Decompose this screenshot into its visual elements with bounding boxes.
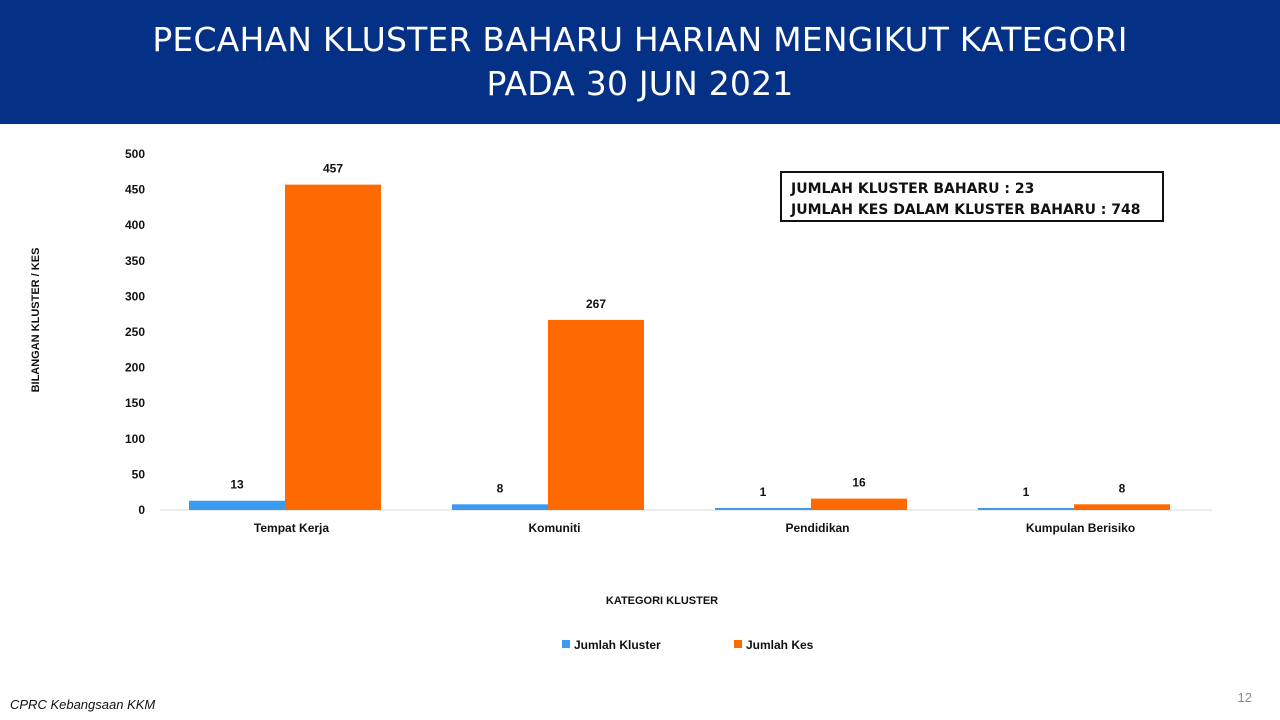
bar-jumlah-kluster <box>452 504 548 510</box>
y-tick-label: 200 <box>125 361 145 375</box>
summary-total-clusters: JUMLAH KLUSTER BAHARU : 23 <box>791 181 1035 197</box>
bar-jumlah-kes <box>1074 504 1170 510</box>
y-tick-label: 400 <box>125 218 145 232</box>
legend-label-jumlah-kes: Jumlah Kes <box>746 638 814 652</box>
y-tick-label: 300 <box>125 289 145 303</box>
y-tick-label: 100 <box>125 432 145 446</box>
y-tick-label: 150 <box>125 396 145 410</box>
bar-jumlah-kes <box>548 319 644 510</box>
title-banner: PECAHAN KLUSTER BAHARU HARIAN MENGIKUT K… <box>0 0 1280 124</box>
bar-jumlah-kluster <box>189 500 285 510</box>
bar-jumlah-kluster <box>715 508 811 510</box>
bar-jumlah-kluster <box>978 508 1074 510</box>
category-label: Komuniti <box>529 521 581 535</box>
legend-swatch-jumlah-kes <box>734 640 742 648</box>
y-tick-label: 350 <box>125 254 145 268</box>
category-label: Pendidikan <box>785 521 849 535</box>
y-tick-label: 50 <box>132 467 146 481</box>
bar-jumlah-kes <box>285 184 381 510</box>
title-line-1: PECAHAN KLUSTER BAHARU HARIAN MENGIKUT K… <box>152 20 1128 59</box>
legend-swatch-jumlah-kluster <box>562 640 570 648</box>
category-label: Tempat Kerja <box>254 521 329 535</box>
y-tick-label: 250 <box>125 325 145 339</box>
data-label: 13 <box>230 478 244 492</box>
x-axis-title: KATEGORI KLUSTER <box>606 595 718 607</box>
y-tick-label: 500 <box>125 147 145 161</box>
summary-box: JUMLAH KLUSTER BAHARU : 23 JUMLAH KES DA… <box>780 171 1164 222</box>
data-label: 457 <box>323 162 343 176</box>
data-label: 8 <box>1119 481 1126 495</box>
data-label: 267 <box>586 297 606 311</box>
data-labels: 13 457 8 267 1 16 1 8 <box>230 162 1125 499</box>
summary-total-cases: JUMLAH KES DALAM KLUSTER BAHARU : 748 <box>791 202 1141 218</box>
data-label: 1 <box>1023 485 1030 499</box>
y-tick-label: 450 <box>125 183 145 197</box>
source-credit: CPRC Kebangsaan KKM <box>10 697 156 712</box>
y-axis-ticks: 0 50 100 150 200 250 300 350 400 450 500 <box>125 147 145 517</box>
data-label: 16 <box>852 476 866 490</box>
category-labels: Tempat Kerja Komuniti Pendidikan Kumpulan B… <box>254 521 1135 535</box>
y-tick-label: 0 <box>138 503 145 517</box>
data-label: 1 <box>760 485 767 499</box>
category-label: Kumpulan Berisiko <box>1026 521 1135 535</box>
bar-chart: 0 50 100 150 200 250 300 350 400 450 500 13 457 8 267… <box>30 147 1212 652</box>
title-line-2: PADA 30 JUN 2021 <box>486 64 794 103</box>
legend-label-jumlah-kluster: Jumlah Kluster <box>574 638 661 652</box>
bar-jumlah-kes <box>811 498 907 510</box>
legend: Jumlah Kluster Jumlah Kes <box>562 638 814 652</box>
y-axis-title: BILANGAN KLUSTER / KES <box>30 248 42 393</box>
page-number: 12 <box>1237 690 1252 705</box>
bars <box>189 184 1170 510</box>
data-label: 8 <box>497 481 504 495</box>
